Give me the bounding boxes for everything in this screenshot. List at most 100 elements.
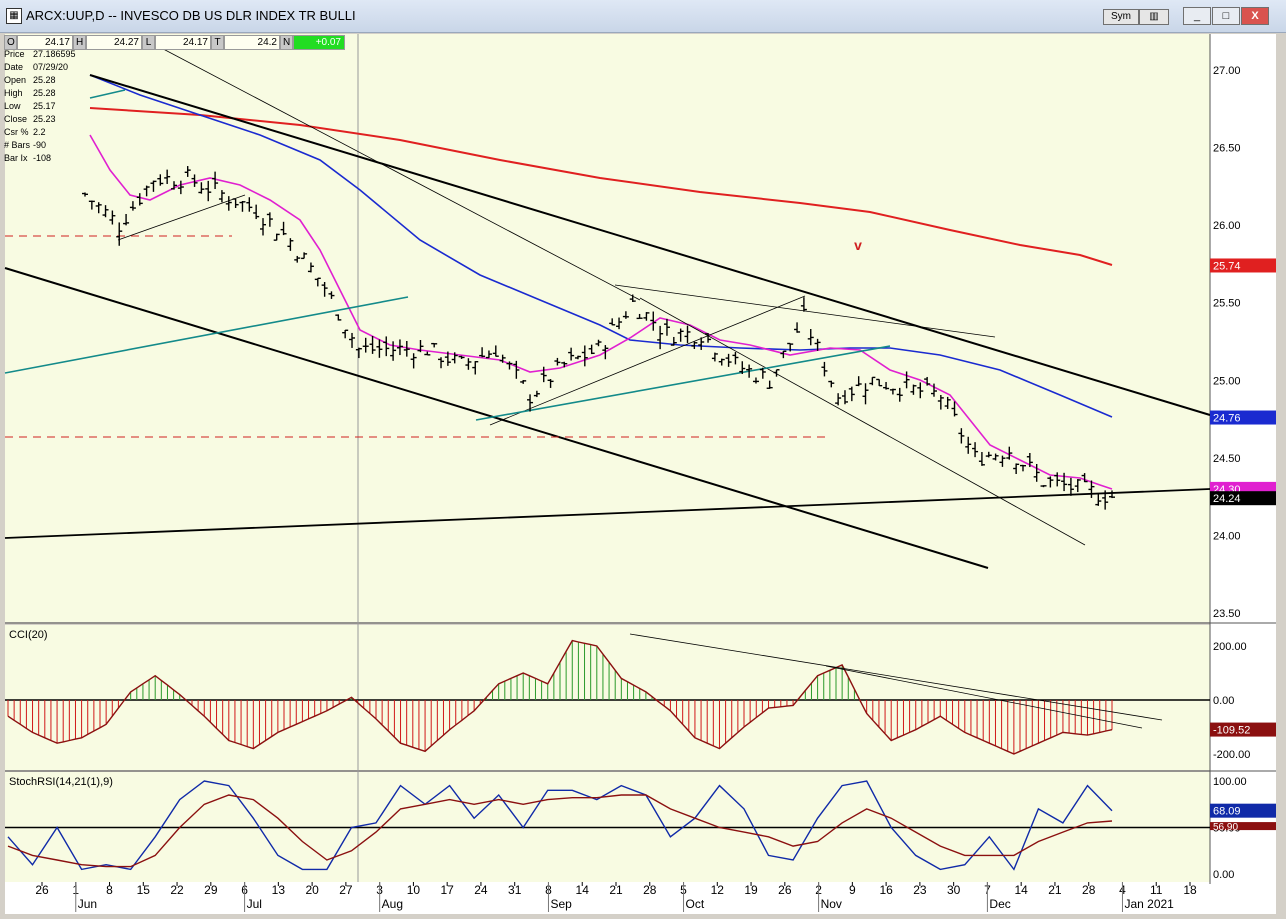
chart-canvas[interactable]: v 27.00 26.50 26.00 25.50 25.00 24.50 24.00 23.…: [0, 32, 1286, 919]
sym-button[interactable]: Sym: [1103, 9, 1139, 25]
price-bar: [396, 339, 403, 356]
y-tick-label: 24.00: [1213, 530, 1241, 542]
x-tick-label: 10: [407, 883, 421, 897]
stochrsi-line: [7, 794, 1113, 868]
close-icon[interactable]: X: [1241, 7, 1269, 25]
price-bar: [568, 347, 575, 361]
x-tick-label: 26: [778, 883, 792, 897]
info-key: Bar Ix: [4, 153, 28, 163]
title-bar[interactable]: ▦ ARCX:UUP,D -- INVESCO DB US DLR INDEX …: [0, 0, 1286, 33]
price-bar: [232, 198, 239, 209]
price-bar: [362, 337, 369, 353]
price-bar: [102, 205, 109, 218]
trend-line: [117, 194, 246, 241]
info-key: Close: [4, 114, 28, 124]
cci-line: [7, 639, 1113, 755]
window-title: ARCX:UUP,D -- INVESCO DB US DLR INDEX TR…: [26, 8, 356, 23]
cci-trend-line: [629, 633, 1163, 721]
price-bar: [499, 354, 506, 363]
price-tag-label: 24.24: [1213, 493, 1241, 505]
info-value: -108: [33, 153, 52, 163]
price-bar: [205, 180, 212, 202]
x-tick-label: 21: [1048, 883, 1062, 897]
low-label: L: [142, 35, 155, 50]
price-bar: [794, 322, 801, 333]
price-bar: [684, 325, 691, 343]
cci-value-tag: [1210, 722, 1276, 737]
price-bar: [547, 379, 554, 388]
price-bar: [636, 313, 643, 320]
price-bar: [506, 361, 513, 370]
price-bar: [814, 338, 821, 351]
teal-line: [475, 345, 891, 421]
x-tick-label: 14: [576, 883, 590, 897]
x-tick-label: 8: [106, 883, 113, 897]
x-month-label: Nov: [821, 897, 842, 911]
info-key: Low: [4, 101, 21, 111]
price-bar: [602, 345, 609, 360]
price-bar: [403, 341, 410, 357]
price-y-axis: 27.00 26.50 26.00 25.50 25.00 24.50 24.00 23.50: [1213, 65, 1241, 620]
info-value: 25.28: [33, 75, 56, 85]
info-key: Date: [4, 62, 24, 72]
price-bar: [889, 388, 896, 395]
price-bar: [492, 345, 499, 357]
price-bar: [985, 451, 992, 458]
price-bar: [574, 355, 581, 360]
price-bar: [705, 333, 712, 343]
price-bar: [390, 341, 397, 361]
price-bar: [458, 355, 465, 359]
price-bar: [609, 318, 616, 326]
price-bar: [225, 196, 232, 211]
price-bar: [883, 381, 890, 390]
x-month-label: Jan 2021: [1124, 897, 1174, 911]
price-bar: [171, 181, 178, 190]
price-bar: [150, 180, 157, 192]
x-tick-label: 24: [474, 883, 488, 897]
price-bar: [554, 357, 561, 366]
price-bar: [588, 344, 595, 355]
cci-y-tick: 200.00: [1213, 641, 1247, 653]
minimize-icon[interactable]: _: [1183, 7, 1211, 25]
price-bar: [787, 342, 794, 352]
price-bar: [896, 387, 903, 402]
price-bar: [424, 351, 431, 356]
ma-mid-line: [89, 74, 1113, 418]
link-button[interactable]: ▥: [1139, 9, 1169, 25]
maximize-icon[interactable]: □: [1212, 7, 1240, 25]
net-change: +0.07: [293, 35, 345, 50]
x-tick-label: 31: [508, 883, 522, 897]
price-bar: [643, 312, 650, 321]
x-month-label: Oct: [686, 897, 705, 911]
price-bar: [157, 174, 164, 186]
price-bar: [773, 369, 780, 377]
price-bar: [136, 193, 143, 206]
x-tick-label: 12: [711, 883, 725, 897]
y-tick-label: 25.50: [1213, 298, 1241, 310]
x-tick-label: 30: [947, 883, 961, 897]
ma-long-line: [89, 107, 1113, 266]
price-chart: v: [4, 41, 1211, 569]
price-bar: [198, 182, 205, 194]
price-bar: [629, 294, 636, 302]
open-value: 24.17: [17, 35, 73, 50]
price-bar: [116, 222, 123, 246]
stochrsi-line: [7, 780, 1113, 871]
x-month-label: Aug: [382, 897, 403, 911]
price-bar: [191, 174, 198, 187]
price-bar: [280, 221, 287, 236]
price-bar: [835, 393, 842, 406]
x-axis: 2618152229613202731017243181421285121926…: [35, 882, 1197, 912]
price-bar: [383, 336, 390, 357]
price-bar: [349, 332, 356, 348]
x-month-label: Sep: [550, 897, 572, 911]
y-tick-label: 23.50: [1213, 608, 1241, 620]
stoch-value-tag: [1210, 803, 1276, 818]
x-tick-label: 17: [440, 883, 454, 897]
cci-trend-line: [825, 665, 1143, 729]
info-value: 27.186595: [33, 49, 76, 59]
price-bar: [821, 361, 828, 377]
price-bar: [978, 452, 985, 466]
price-bar: [848, 386, 855, 402]
